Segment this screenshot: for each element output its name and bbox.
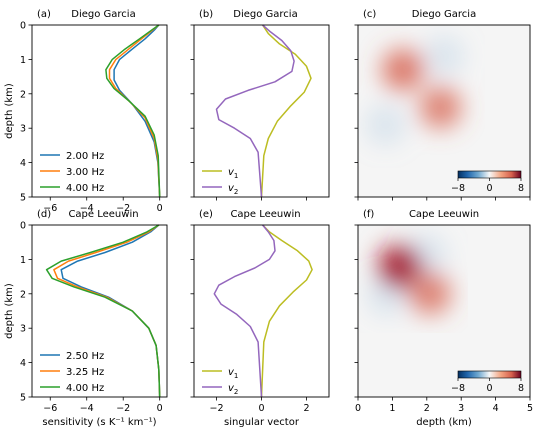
x-tick-label: −4 (80, 203, 94, 214)
panel-title: Diego Garcia (71, 9, 135, 20)
x-tick-label: 0 (157, 403, 163, 414)
y-tick-label: 4 (20, 358, 26, 369)
legend-label: 2.00 Hz (66, 151, 104, 162)
x-tick-label: 0 (355, 403, 361, 414)
y-tick-label: 3 (20, 124, 26, 135)
x-axis-label: singular vector (224, 417, 300, 428)
axes-frame (31, 224, 168, 398)
legend-label: 3.25 Hz (66, 367, 104, 378)
x-tick-label: −2 (209, 403, 223, 414)
series-line-0 (113, 24, 161, 198)
x-tick-label: −6 (43, 203, 57, 214)
x-tick-label: 2 (303, 403, 309, 414)
colorbar-tick-label: 0 (486, 383, 492, 394)
heatmap-blob (366, 274, 408, 317)
y-tick-label: 2 (20, 89, 26, 100)
x-tick-label: −4 (80, 403, 94, 414)
series-line-2 (105, 24, 161, 198)
y-tick-label: 0 (20, 221, 26, 232)
y-tick-label: 1 (20, 255, 26, 266)
heatmap-field (364, 35, 465, 146)
panel-title: Cape Leeuwin (230, 209, 300, 220)
x-tick-label: −2 (116, 403, 130, 414)
colorbar-tick-label: −8 (451, 383, 465, 394)
heatmap-blob (364, 104, 407, 146)
legend-label: 4.00 Hz (66, 183, 104, 194)
panel-label: (f) (363, 209, 374, 220)
y-tick-label: 3 (20, 324, 26, 335)
legend-label: v1 (228, 367, 238, 380)
colorbar-tick-label: 8 (518, 383, 524, 394)
x-tick-label: 0 (157, 203, 163, 214)
heatmap-blob (419, 86, 462, 129)
colorbar-tick-label: −8 (451, 183, 465, 194)
y-axis-label: depth (km) (4, 83, 15, 139)
legend-label: 2.50 Hz (66, 351, 104, 362)
x-tick-label: 5 (527, 403, 533, 414)
panel-f: −8 0 8 (f) Cape Leeuwin 0 1 2 3 4 5 depth (km) (354, 209, 533, 428)
panel-c: −8 0 8 (c) Diego Garcia (354, 9, 531, 201)
x-tick-label: −6 (43, 403, 57, 414)
x-tick-label: 3 (458, 403, 464, 414)
heatmap-field (366, 233, 451, 317)
panel-a: 2.00 Hz 3.00 Hz 4.00 Hz (a) Diego Garcia 0 1 2 3… (4, 9, 168, 214)
y-tick-label: 2 (20, 289, 26, 300)
legend-label: v2 (228, 383, 238, 396)
panel-label: (c) (363, 9, 376, 20)
panel-b: v1 v2 (b) Diego Garcia (190, 9, 330, 201)
colorbar-tick-label: 8 (518, 183, 524, 194)
series-line-0 (260, 24, 312, 198)
y-tick-label: 0 (20, 21, 26, 32)
colorbar-tick-label: 0 (486, 183, 492, 194)
colorbar (457, 170, 522, 179)
legend-label: 4.00 Hz (66, 383, 104, 394)
axes-frame (31, 24, 168, 198)
legend-label: 3.00 Hz (66, 167, 104, 178)
series-line-0 (260, 224, 313, 398)
x-axis-label: depth (km) (416, 417, 472, 428)
panel-label: (b) (199, 9, 213, 20)
heatmap-blob (406, 233, 448, 275)
series-line-1 (213, 224, 276, 398)
panel-d: 2.50 Hz 3.25 Hz 4.00 Hz (d) Cape Leeuwin 0 1 2 3… (4, 209, 168, 428)
series-line-1 (108, 24, 161, 198)
x-axis-label: sensitivity (s K⁻¹ km⁻¹) (42, 417, 156, 428)
y-axis-label: depth (km) (4, 283, 15, 339)
heatmap-blob (409, 273, 451, 315)
y-tick-label: 5 (20, 393, 26, 404)
y-tick-label: 5 (20, 193, 26, 204)
axes-frame (357, 224, 531, 398)
x-tick-label: −2 (116, 203, 130, 214)
y-tick-label: 4 (20, 158, 26, 169)
panel-label: (a) (37, 9, 51, 20)
x-tick-label: 1 (389, 403, 395, 414)
legend-label: v1 (228, 167, 238, 180)
panel-title: Diego Garcia (233, 9, 297, 20)
y-tick-label: 1 (20, 55, 26, 66)
colorbar (457, 370, 522, 379)
panel-label: (e) (199, 209, 213, 220)
panel-title: Diego Garcia (412, 9, 476, 20)
panel-title: Cape Leeuwin (409, 209, 479, 220)
x-tick-label: 4 (493, 403, 499, 414)
series-line-2 (45, 224, 161, 398)
panel-label: (d) (37, 209, 51, 220)
heatmap-blob (423, 35, 465, 77)
x-tick-label: 0 (258, 403, 264, 414)
heatmap-blob (382, 49, 424, 91)
legend-label: v2 (228, 183, 238, 196)
axes-frame (357, 24, 531, 198)
panel-title: Cape Leeuwin (68, 209, 138, 220)
series-line-1 (215, 24, 295, 198)
x-tick-label: 2 (424, 403, 430, 414)
